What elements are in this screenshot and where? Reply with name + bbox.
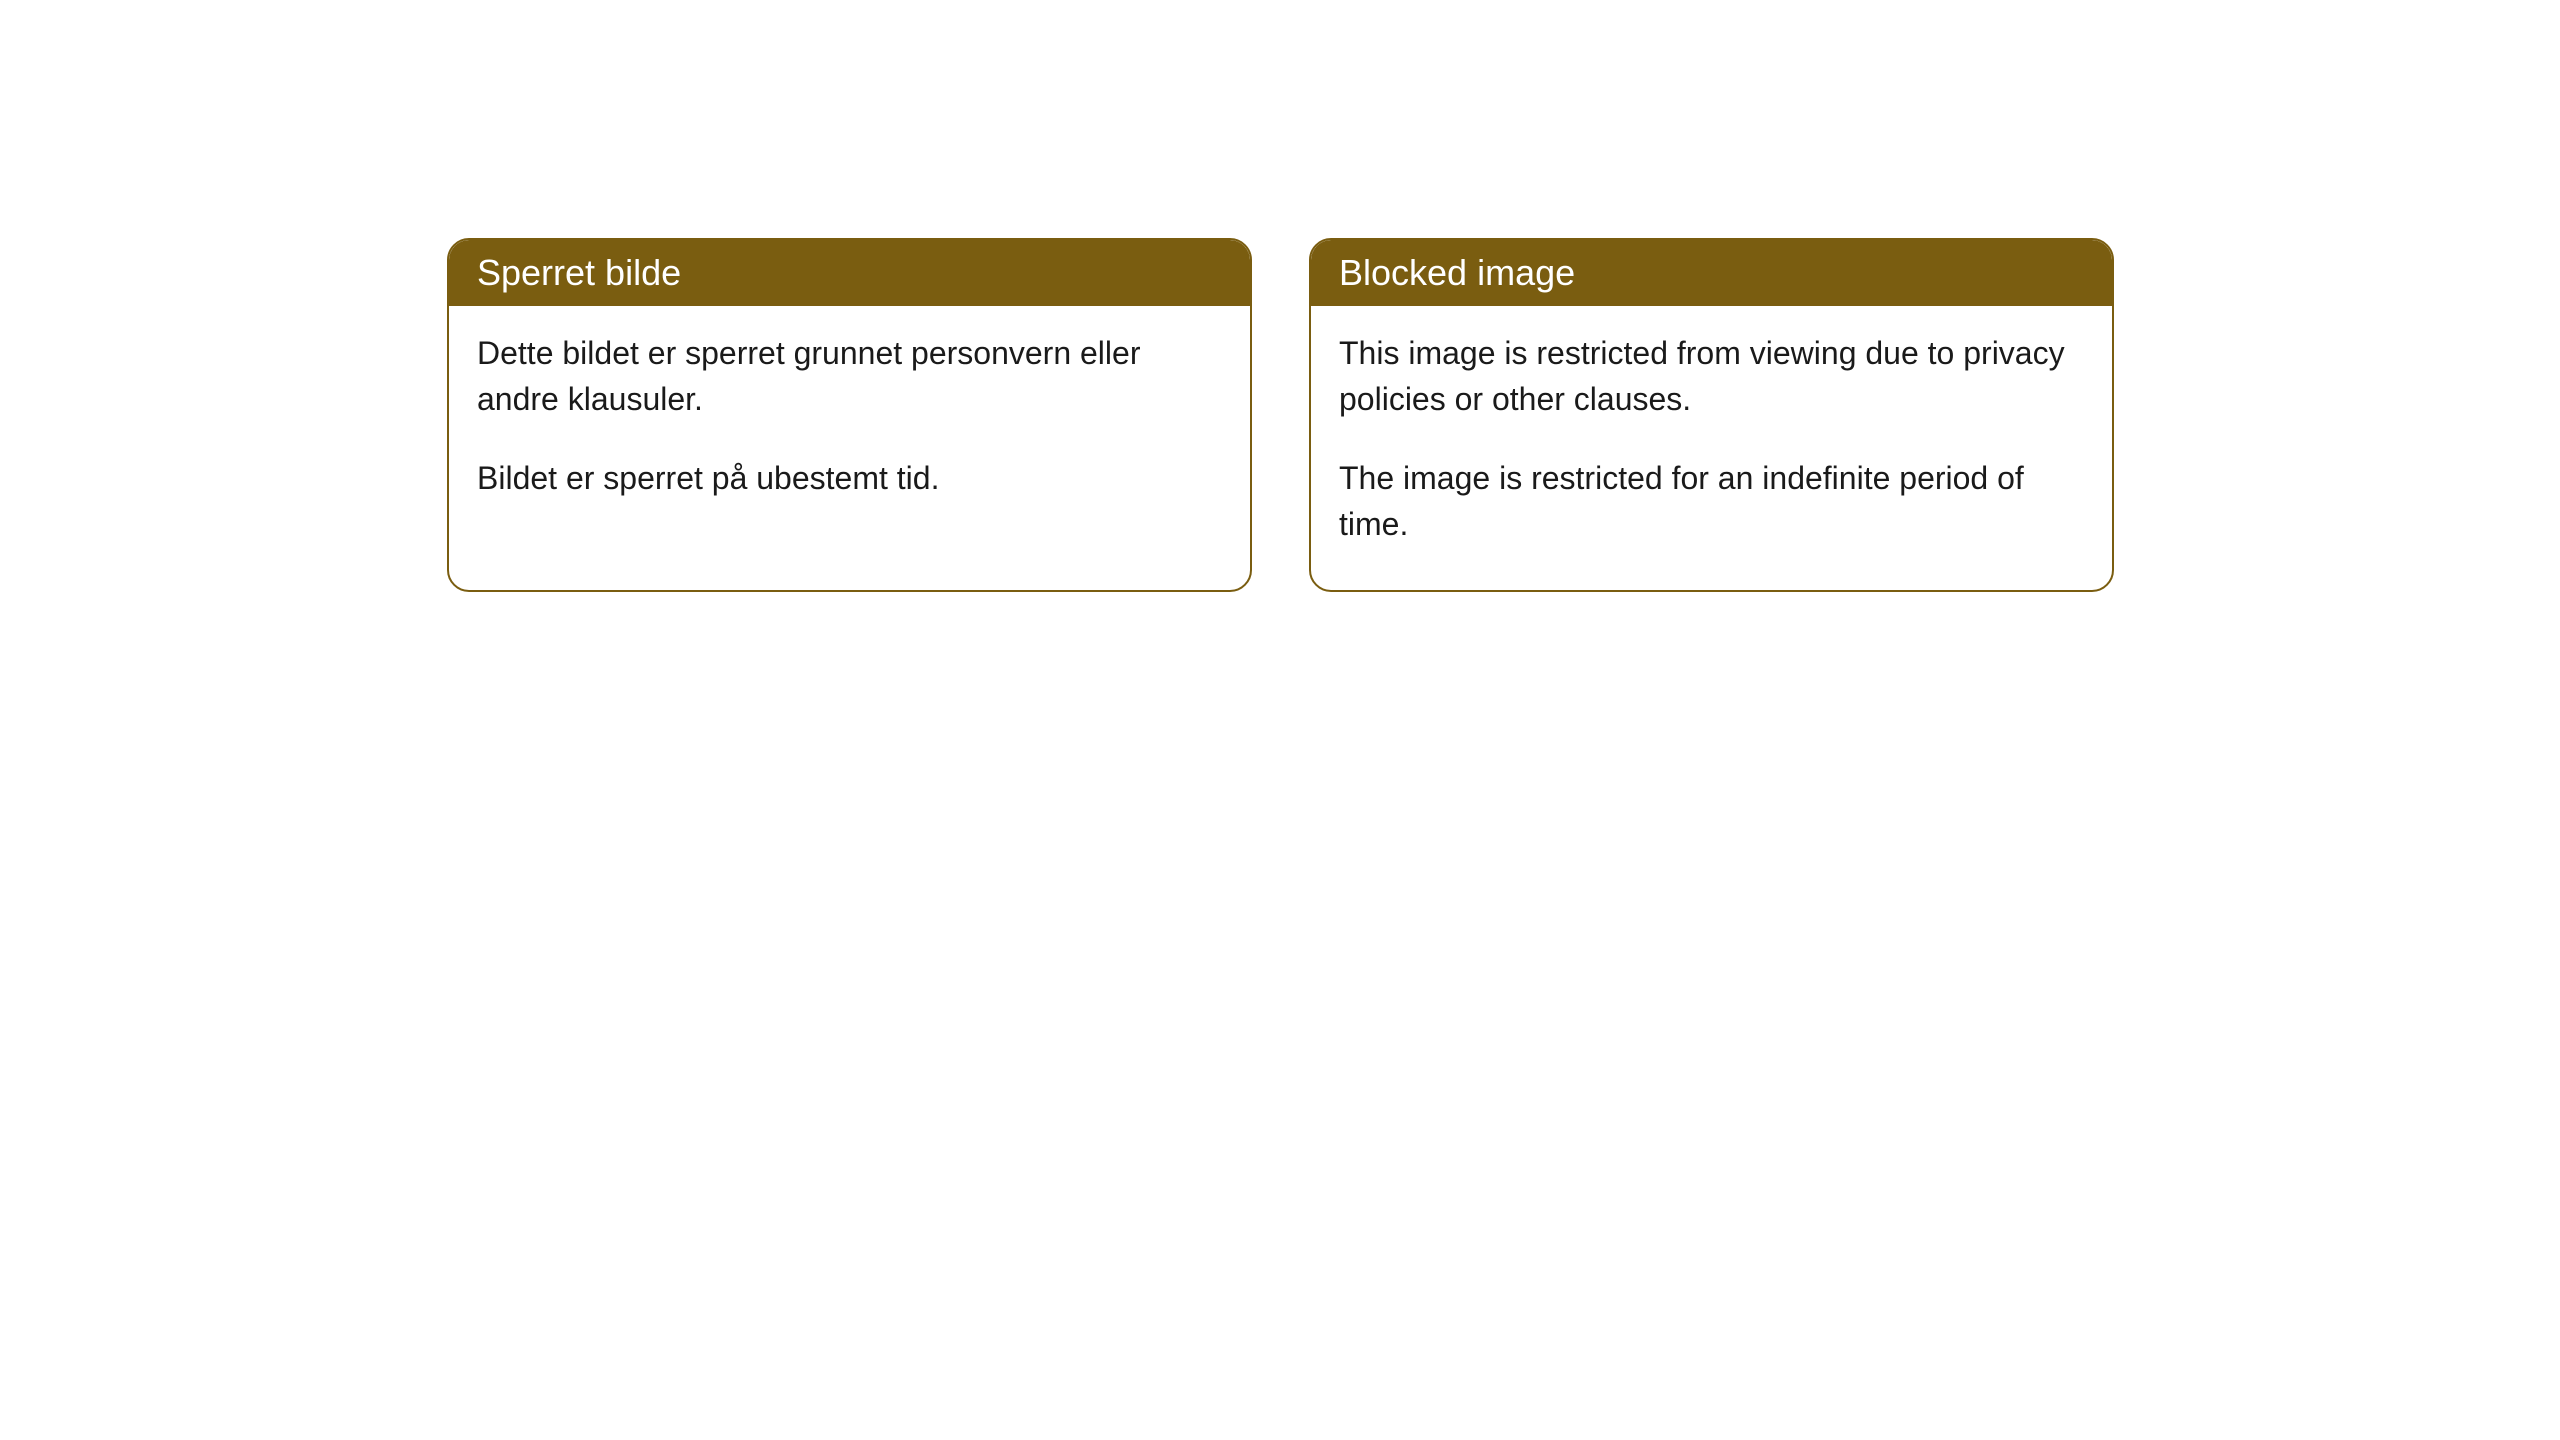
- card-body-no: Dette bildet er sperret grunnet personve…: [449, 306, 1250, 543]
- card-header-no: Sperret bilde: [449, 240, 1250, 306]
- card-header-en: Blocked image: [1311, 240, 2112, 306]
- card-paragraph-no-2: Bildet er sperret på ubestemt tid.: [477, 455, 1222, 501]
- card-paragraph-en-1: This image is restricted from viewing du…: [1339, 330, 2084, 423]
- card-body-en: This image is restricted from viewing du…: [1311, 306, 2112, 590]
- card-paragraph-no-1: Dette bildet er sperret grunnet personve…: [477, 330, 1222, 423]
- card-norwegian: Sperret bilde Dette bildet er sperret gr…: [447, 238, 1252, 592]
- card-paragraph-en-2: The image is restricted for an indefinit…: [1339, 455, 2084, 548]
- card-english: Blocked image This image is restricted f…: [1309, 238, 2114, 592]
- card-title-no: Sperret bilde: [477, 252, 681, 293]
- card-title-en: Blocked image: [1339, 252, 1575, 293]
- cards-container: Sperret bilde Dette bildet er sperret gr…: [447, 238, 2560, 592]
